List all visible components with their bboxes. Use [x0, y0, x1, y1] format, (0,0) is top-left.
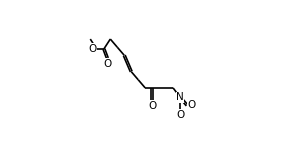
Text: O: O: [103, 59, 112, 69]
Text: O: O: [88, 44, 96, 54]
Text: O: O: [176, 110, 184, 120]
Text: O: O: [148, 101, 156, 111]
Text: N: N: [176, 92, 184, 102]
Text: O: O: [187, 100, 196, 110]
